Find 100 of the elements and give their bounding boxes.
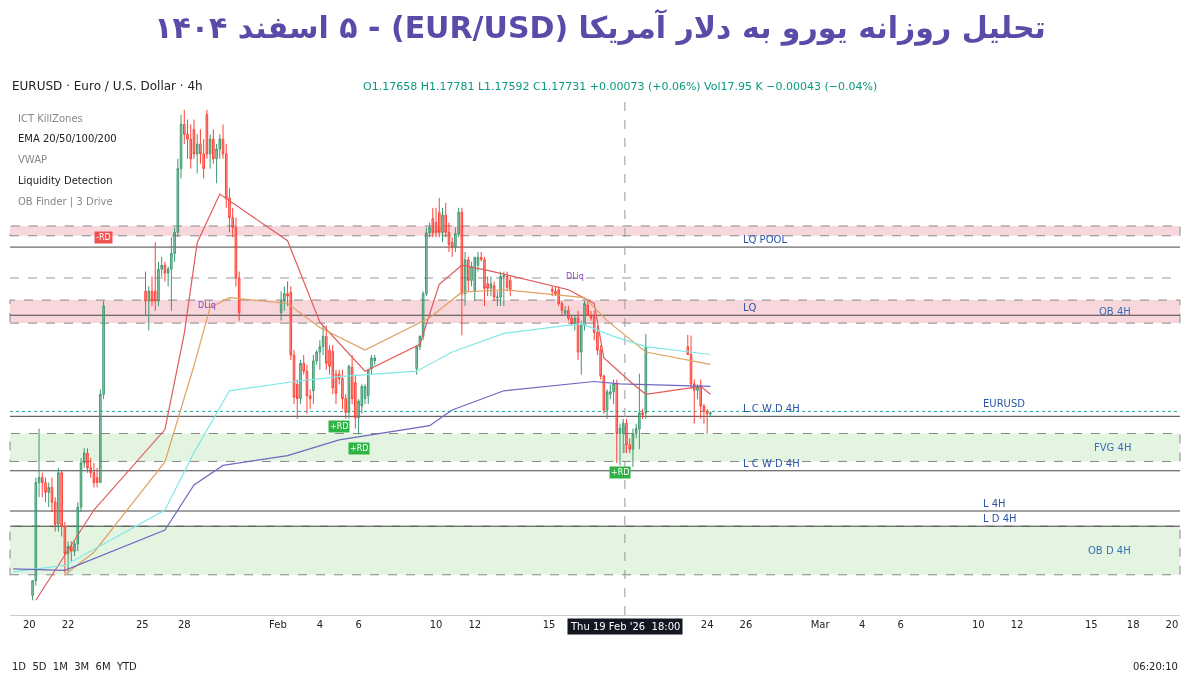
candlestick <box>702 403 706 425</box>
candlestick <box>686 334 690 356</box>
candlestick <box>150 276 154 307</box>
candlestick <box>199 128 202 165</box>
ref-line-label: EURUSD <box>983 398 1026 409</box>
candlestick <box>492 280 496 302</box>
candlestick <box>479 251 483 263</box>
candlestick <box>570 315 573 327</box>
candlestick <box>557 285 560 307</box>
ref-line-label: LQ POOL <box>743 234 788 245</box>
candlestick <box>40 472 44 498</box>
candlestick <box>144 271 147 317</box>
candlestick <box>354 374 357 430</box>
candlestick <box>567 305 570 322</box>
candlestick <box>596 325 599 356</box>
candlestick <box>205 109 209 160</box>
candlestick <box>444 202 448 238</box>
candlestick <box>605 388 609 420</box>
candlestick <box>373 354 377 366</box>
candlestick <box>289 285 293 361</box>
candlestick <box>283 285 286 312</box>
x-tick-label: 4 <box>316 619 324 630</box>
candlestick <box>173 226 176 263</box>
annotation: +RD <box>350 444 369 453</box>
candlestick <box>631 428 635 468</box>
candlestick <box>89 457 92 479</box>
x-tick-label: 15 <box>1084 619 1098 630</box>
text: 06:20:10 <box>1133 661 1178 672</box>
x-tick-label: 18 <box>1126 619 1140 630</box>
candlestick <box>360 383 364 415</box>
candlestick <box>705 408 709 434</box>
candlestick <box>224 143 228 209</box>
x-tick-label: 6 <box>355 619 362 630</box>
candlestick <box>163 261 167 282</box>
candlestick <box>160 256 163 278</box>
candlestick <box>31 580 34 601</box>
x-tick-label: Feb <box>269 619 287 630</box>
candlestick <box>318 339 322 371</box>
candlestick <box>344 393 347 420</box>
candlestick <box>292 349 296 405</box>
candlestick <box>76 501 80 552</box>
candlestick <box>625 418 628 454</box>
candlestick <box>463 251 467 307</box>
annotation: +RD <box>611 468 630 477</box>
candlestick <box>102 300 105 400</box>
candlestick <box>231 207 234 238</box>
candlestick <box>563 305 567 317</box>
band-label: FVG 4H <box>1094 442 1132 453</box>
candlestick <box>431 207 435 238</box>
band-label: OB 4H <box>1099 306 1131 317</box>
band-label: OB D 4H <box>1088 545 1131 556</box>
candlestick <box>428 222 431 238</box>
x-tick-label: 4 <box>858 619 866 630</box>
candlestick <box>334 369 338 405</box>
candlestick <box>460 207 464 336</box>
candlestick <box>357 398 360 435</box>
candlestick <box>421 290 425 341</box>
candlestick <box>621 418 625 454</box>
candlestick <box>189 123 193 170</box>
candlestick <box>82 447 86 469</box>
candlestick <box>476 251 480 273</box>
x-tick-label: 28 <box>177 619 191 630</box>
candlestick <box>50 477 54 513</box>
candlestick <box>170 236 173 312</box>
candlestick <box>508 276 512 297</box>
candlestick <box>483 256 486 307</box>
candlestick <box>434 207 438 238</box>
candlestick <box>218 133 222 160</box>
candlestick <box>447 222 451 253</box>
candlestick <box>208 133 212 170</box>
candlestick <box>489 276 493 297</box>
candlestick <box>34 477 38 587</box>
candlestick <box>599 344 602 381</box>
annotation: Liquidity Detection <box>18 175 113 186</box>
candlestick <box>147 285 151 331</box>
candlestick <box>321 325 325 356</box>
candlestick <box>153 241 157 312</box>
candlestick <box>341 369 344 410</box>
candlestick <box>467 256 470 292</box>
candlestick <box>618 423 622 466</box>
candlestick <box>441 207 444 243</box>
candlestick <box>86 447 89 474</box>
candlestick <box>192 119 196 160</box>
candlestick <box>709 410 712 417</box>
candlestick <box>299 359 302 405</box>
candlestick <box>157 261 160 307</box>
candlestick <box>692 379 696 425</box>
candlestick <box>179 114 183 179</box>
candlestick <box>589 310 593 322</box>
candlestick <box>183 109 186 145</box>
candlestick <box>237 271 241 322</box>
ref-line-label: L C W D 4H <box>743 458 800 469</box>
x-tick-label: 20 <box>23 619 36 630</box>
candlestick <box>234 217 238 287</box>
candlestick <box>560 300 564 317</box>
x-tick-label: 20 <box>1165 619 1179 630</box>
candlestick <box>634 423 638 439</box>
candlestick <box>53 496 57 533</box>
annotation: DLiq <box>566 272 584 281</box>
candlestick <box>166 266 170 287</box>
